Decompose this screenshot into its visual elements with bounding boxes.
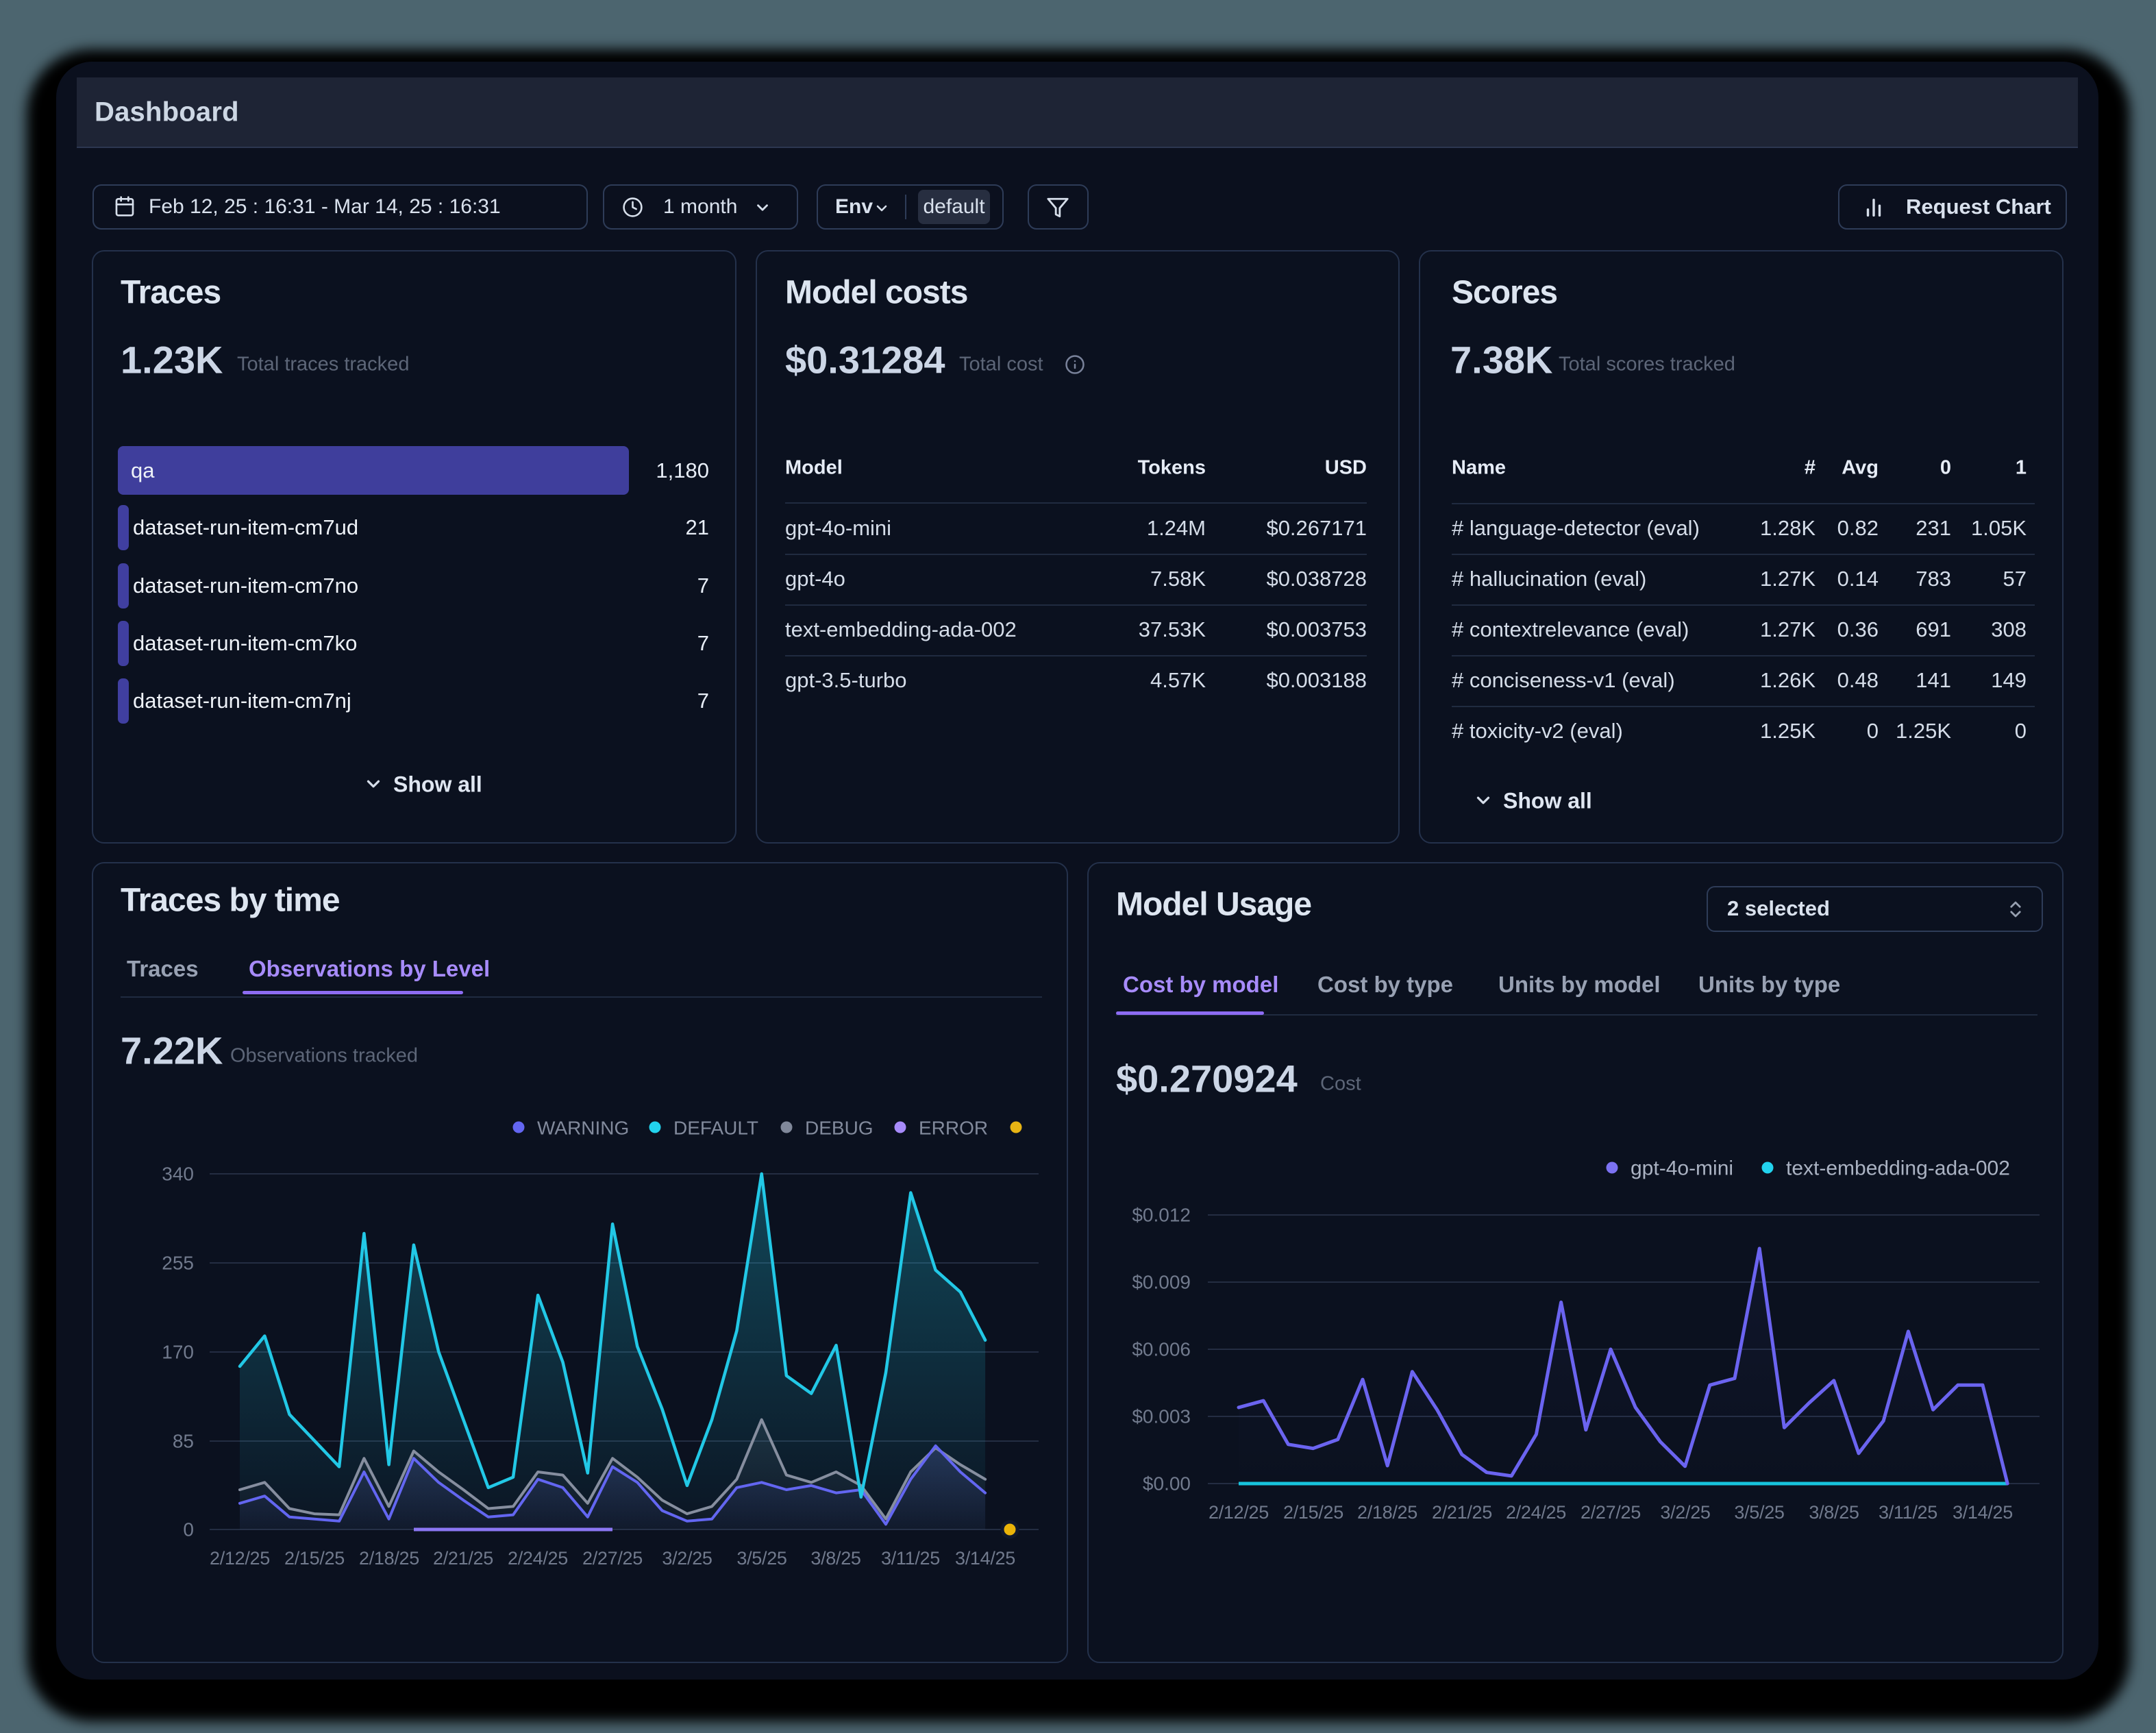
svg-text:$0.009: $0.009 bbox=[1132, 1272, 1191, 1293]
svg-text:170: 170 bbox=[162, 1342, 194, 1363]
svg-text:$0.006: $0.006 bbox=[1132, 1339, 1191, 1360]
svg-text:3/5/25: 3/5/25 bbox=[1734, 1502, 1784, 1523]
svg-text:ERROR: ERROR bbox=[919, 1118, 988, 1139]
svg-text:3/2/25: 3/2/25 bbox=[1660, 1502, 1710, 1523]
svg-text:2/27/25: 2/27/25 bbox=[582, 1548, 643, 1569]
svg-text:85: 85 bbox=[173, 1431, 194, 1452]
svg-text:2/18/25: 2/18/25 bbox=[1357, 1502, 1417, 1523]
svg-text:DEFAULT: DEFAULT bbox=[673, 1118, 758, 1139]
svg-text:340: 340 bbox=[162, 1164, 194, 1185]
svg-text:2/18/25: 2/18/25 bbox=[359, 1548, 419, 1569]
svg-text:0: 0 bbox=[183, 1519, 194, 1540]
svg-text:gpt-4o-mini: gpt-4o-mini bbox=[1631, 1157, 1733, 1180]
svg-text:WARNING: WARNING bbox=[537, 1118, 629, 1139]
svg-text:2/21/25: 2/21/25 bbox=[1432, 1502, 1492, 1523]
svg-text:2/15/25: 2/15/25 bbox=[1283, 1502, 1343, 1523]
svg-text:$0.012: $0.012 bbox=[1132, 1205, 1191, 1226]
svg-text:text-embedding-ada-002: text-embedding-ada-002 bbox=[1786, 1157, 2010, 1180]
svg-text:2/12/25: 2/12/25 bbox=[210, 1548, 270, 1569]
svg-text:255: 255 bbox=[162, 1253, 194, 1274]
svg-text:$0.00: $0.00 bbox=[1143, 1473, 1191, 1495]
svg-text:3/11/25: 3/11/25 bbox=[1879, 1502, 1937, 1523]
svg-text:2/24/25: 2/24/25 bbox=[1506, 1502, 1566, 1523]
svg-text:3/11/25: 3/11/25 bbox=[881, 1548, 940, 1569]
svg-text:2/27/25: 2/27/25 bbox=[1581, 1502, 1641, 1523]
svg-text:3/8/25: 3/8/25 bbox=[1809, 1502, 1859, 1523]
svg-text:3/5/25: 3/5/25 bbox=[736, 1548, 786, 1569]
svg-text:2/12/25: 2/12/25 bbox=[1209, 1502, 1269, 1523]
svg-text:2/21/25: 2/21/25 bbox=[433, 1548, 493, 1569]
svg-text:3/14/25: 3/14/25 bbox=[955, 1548, 1015, 1569]
svg-text:3/14/25: 3/14/25 bbox=[1953, 1502, 2013, 1523]
svg-text:DEBUG: DEBUG bbox=[805, 1118, 873, 1139]
svg-text:$0.003: $0.003 bbox=[1132, 1406, 1191, 1427]
svg-text:3/8/25: 3/8/25 bbox=[810, 1548, 860, 1569]
svg-text:2/15/25: 2/15/25 bbox=[284, 1548, 345, 1569]
svg-text:3/2/25: 3/2/25 bbox=[662, 1548, 712, 1569]
svg-text:2/24/25: 2/24/25 bbox=[508, 1548, 568, 1569]
